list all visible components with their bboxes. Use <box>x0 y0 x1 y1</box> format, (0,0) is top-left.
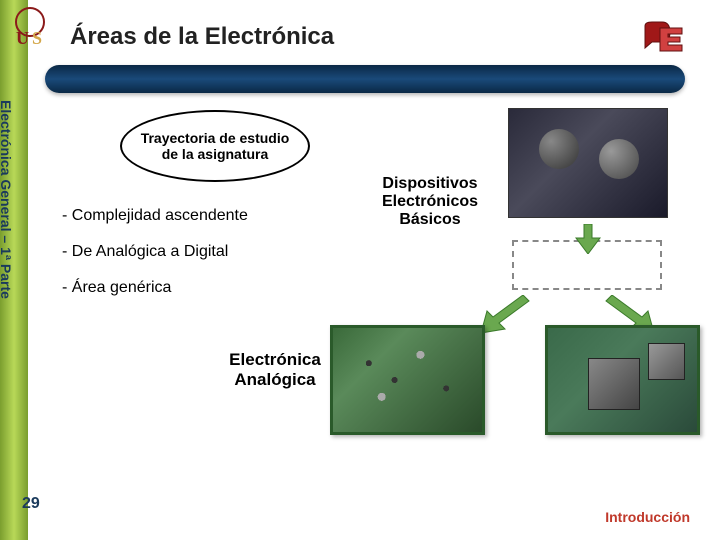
svg-text:S: S <box>32 28 42 48</box>
trajectory-text: Trayectoria de estudio de la asignatura <box>140 130 290 162</box>
bullet-generic-area: - Área genérica <box>62 272 248 304</box>
arrow-down-icon <box>574 224 602 254</box>
bullet-analog-digital: - De Analógica a Digital <box>62 236 248 268</box>
trajectory-oval: Trayectoria de estudio de la asignatura <box>120 110 310 182</box>
header-row: Áreas de la Electrónica <box>70 18 690 56</box>
bullet-complexity: - Complejidad ascendente <box>62 200 248 232</box>
digital-board-image <box>545 325 700 435</box>
label-basic-devices: Dispositivos Electrónicos Básicos <box>365 175 495 229</box>
de-logo-icon <box>640 18 690 56</box>
svg-text:U: U <box>16 28 29 48</box>
title-underline-bar <box>45 65 685 93</box>
page-number: 29 <box>22 495 40 513</box>
bullet-list: - Complejidad ascendente - De Analógica … <box>62 200 248 308</box>
sidebar-course-label: Electrónica General – 1ª Parte <box>0 100 14 299</box>
analog-board-image <box>330 325 485 435</box>
footer-section-label: Introducción <box>605 509 690 525</box>
transistors-image <box>508 108 668 218</box>
university-logo: U S <box>6 2 54 50</box>
page-title: Áreas de la Electrónica <box>70 23 334 51</box>
label-analog-electronics: Electrónica Analógica <box>205 350 345 390</box>
